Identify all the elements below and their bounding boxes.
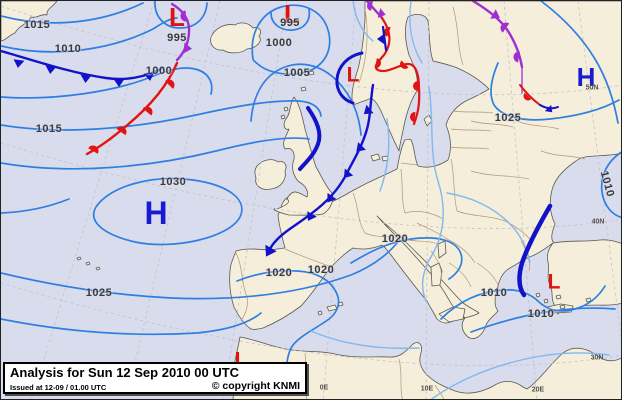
isobar-label: 1020 <box>265 267 293 279</box>
land-sardinia <box>430 262 443 287</box>
isobar-label: 1015 <box>35 123 63 135</box>
land-danish-isles <box>370 153 389 162</box>
isobar-label: 1020 <box>307 264 335 276</box>
occluded-front-norway-pips <box>367 1 386 18</box>
isobar-label: 1025 <box>85 287 113 299</box>
warm-front-fragment-pip <box>523 92 532 101</box>
cold-front-europe <box>268 83 375 251</box>
isobar-label: 1010 <box>480 287 508 299</box>
isobar-label: 995 <box>167 32 187 44</box>
land-ireland <box>254 159 287 190</box>
cold-front-norway-short <box>381 25 388 52</box>
isobar-label: 1020 <box>381 233 409 245</box>
isobar-label: 1000 <box>265 37 293 49</box>
analysis-info-box: Analysis for Sun 12 Sep 2010 00 UTC Issu… <box>3 362 307 394</box>
isobar-label: 1000 <box>145 65 173 77</box>
front-arc-norwegian-sea <box>335 51 364 105</box>
longitude-label: 0E <box>319 384 329 392</box>
warm-front-scandinavia <box>374 16 421 126</box>
issued-timestamp: Issued at 12-09 / 01.00 UTC <box>10 383 107 392</box>
warm-front-atlantic-pips <box>88 79 175 154</box>
warm-front-scandinavia-pips <box>375 27 418 122</box>
land-corsica <box>437 240 447 259</box>
isobar-label: 995 <box>280 17 300 29</box>
high-center-russia: H <box>576 62 596 92</box>
high-center-azores: H <box>144 195 168 231</box>
analysis-title: Analysis for Sun 12 Sep 2010 00 UTC <box>10 365 240 380</box>
cold-front-atlantic <box>1 49 165 81</box>
copyright-notice: © copyright KNMI <box>211 380 300 392</box>
low-center-norway: L <box>346 63 360 87</box>
front-layer <box>1 1 559 298</box>
trough-scotland <box>298 106 322 171</box>
cold-front-atlantic-pips <box>13 59 155 87</box>
occluded-front-atlantic <box>170 2 191 62</box>
isobar-label: 1025 <box>494 112 522 124</box>
low-center-atlantic: L <box>169 2 185 32</box>
isobar-label: 1010 <box>54 43 82 55</box>
latitude-label: 50N <box>585 84 599 92</box>
latitude-label: 40N <box>591 218 605 226</box>
cold-front-europe-pips <box>265 104 374 257</box>
front-aegean <box>517 203 553 298</box>
land-mainland <box>229 1 621 339</box>
cold-front-fragment-pip <box>544 104 553 113</box>
land-iceland <box>210 22 261 54</box>
isobar-label: 1015 <box>23 19 51 31</box>
isobar-label: 1030 <box>159 176 187 188</box>
occluded-front-atlantic-pips <box>180 10 192 54</box>
land-great-britain <box>273 96 333 216</box>
land-sicily <box>438 306 466 323</box>
occluded-front-baltic <box>471 1 524 69</box>
longitude-label: 10E <box>420 385 434 393</box>
isobar-label: 1010 <box>527 308 555 320</box>
warm-front-fragment <box>519 84 541 106</box>
isobar-label: 1005 <box>283 67 311 79</box>
isobar-layer <box>1 1 621 388</box>
low-center-iceland: L <box>284 0 300 29</box>
latitude-label: 30N <box>590 354 604 362</box>
occluded-front-baltic-pips <box>490 9 520 63</box>
low-center-aegean: L <box>547 270 561 294</box>
longitude-label: 20E <box>531 386 545 394</box>
cold-front-norway-short-pip <box>377 34 384 44</box>
